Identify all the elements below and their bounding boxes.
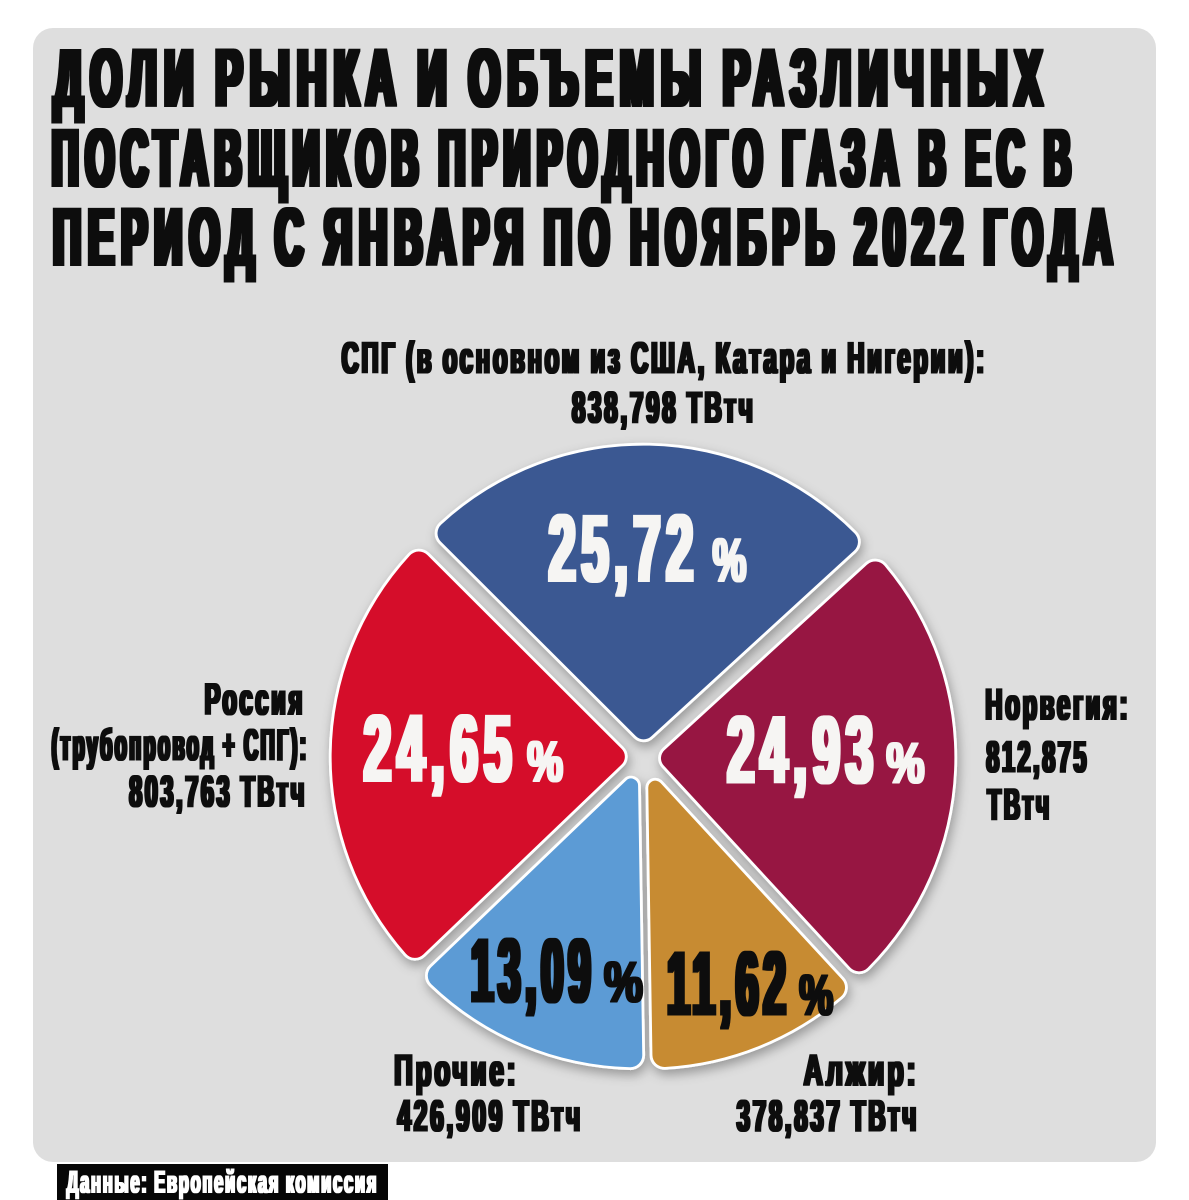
svg-text:ДОЛИ РЫНКА И ОБЪЕМЫ РАЗЛИЧНЫХ: ДОЛИ РЫНКА И ОБЪЕМЫ РАЗЛИЧНЫХ	[54, 32, 1050, 123]
svg-text:ПЕРИОД С ЯНВАРЯ ПО НОЯБРЬ 2022: ПЕРИОД С ЯНВАРЯ ПО НОЯБРЬ 2022 ГОДА	[53, 192, 1119, 283]
svg-text:25,72: 25,72	[549, 495, 699, 601]
svg-text:Алжир:: Алжир:	[804, 1045, 919, 1095]
svg-text:%: %	[527, 729, 563, 794]
svg-text:%: %	[713, 525, 747, 595]
svg-text:СПГ (в основном из США, Катара: СПГ (в основном из США, Катара и Нигерии…	[342, 333, 987, 383]
svg-text:ТВтч: ТВтч	[987, 780, 1051, 829]
svg-text:Россия: Россия	[205, 675, 306, 725]
svg-text:Норвегия:: Норвегия:	[985, 680, 1130, 730]
svg-text:803,763 ТВтч: 803,763 ТВтч	[129, 766, 307, 816]
svg-text:%: %	[886, 731, 924, 796]
svg-text:11,62: 11,62	[667, 933, 791, 1034]
svg-text:Данные: Европейская комиссия: Данные: Европейская комиссия	[67, 1165, 379, 1200]
svg-text:ПОСТАВЩИКОВ ПРИРОДНОГО ГАЗА В: ПОСТАВЩИКОВ ПРИРОДНОГО ГАЗА В ЕС В	[52, 114, 1078, 204]
svg-text:24,93: 24,93	[727, 697, 879, 803]
svg-text:%: %	[799, 963, 833, 1028]
svg-text:812,875: 812,875	[986, 732, 1089, 782]
svg-text:(трубопровод + СПГ):: (трубопровод + СПГ):	[52, 721, 309, 770]
svg-text:%: %	[604, 949, 643, 1015]
svg-text:426,909 ТВтч: 426,909 ТВтч	[398, 1091, 583, 1141]
svg-text:13,09: 13,09	[471, 920, 595, 1021]
svg-text:378,837 ТВтч: 378,837 ТВтч	[737, 1091, 919, 1141]
svg-text:24,65: 24,65	[364, 697, 517, 802]
svg-text:Прочие:: Прочие:	[394, 1045, 518, 1095]
svg-text:838,798 ТВтч: 838,798 ТВтч	[572, 383, 756, 433]
